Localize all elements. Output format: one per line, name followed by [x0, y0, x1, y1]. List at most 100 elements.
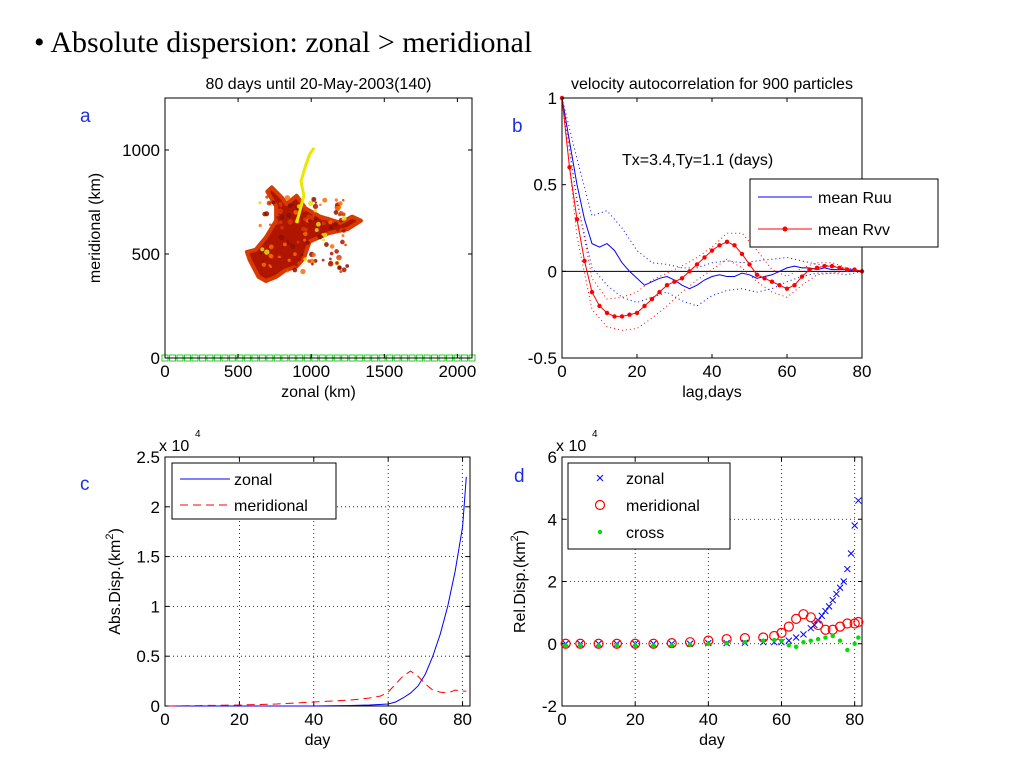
trajectory-point: [276, 221, 279, 225]
trajectory-point: [273, 264, 277, 268]
series-marker: [822, 263, 827, 269]
series-line: [168, 476, 467, 707]
series-marker: [634, 310, 640, 316]
legend-marker-rvv: [782, 226, 788, 232]
series-marker: [793, 644, 799, 650]
y-tick-label: 1: [548, 89, 557, 108]
trajectory-point: [286, 270, 289, 273]
trajectory-point: [275, 267, 280, 272]
series-marker: [847, 550, 855, 557]
panel-letter: d: [514, 466, 525, 487]
series-line: [561, 97, 862, 290]
legend: mean Ruu mean Rvv: [749, 178, 939, 248]
trajectory-point: [333, 221, 338, 227]
legend-label: mean Rvv: [818, 222, 890, 239]
legend-marker: [596, 474, 604, 482]
series-marker: [812, 619, 824, 631]
series-marker-stroke: [818, 612, 826, 620]
y-axis-label-main: meridional (km): [87, 173, 104, 283]
series-marker: [679, 276, 685, 281]
trajectory-point: [329, 257, 332, 261]
trajectory-point: [287, 219, 293, 225]
series-marker: [792, 634, 800, 641]
y-tick-label: 0: [548, 262, 557, 281]
trajectory-point: [340, 239, 345, 245]
series-marker: [575, 638, 586, 649]
series-marker: [785, 637, 793, 644]
series-marker: [687, 269, 692, 274]
series-marker-stroke: [792, 634, 800, 641]
series-marker: [837, 638, 843, 643]
legend: zonal meridional cross: [567, 462, 731, 550]
series-marker: [783, 621, 794, 632]
legend-marker: [597, 529, 603, 535]
series-marker: [651, 643, 656, 648]
panel-a-plot-area: [244, 147, 363, 283]
trajectory-point: [279, 214, 285, 220]
series-marker: [814, 265, 820, 271]
x-tick-label: 80: [453, 710, 472, 729]
chart-title: 80 days until 20-May-2003(140): [206, 76, 432, 93]
trajectory-point: [294, 246, 301, 253]
trajectory-point: [280, 225, 284, 230]
series-marker: [619, 314, 625, 319]
axis-scale-factor: x 10: [556, 438, 586, 455]
trajectory-point: [287, 258, 291, 262]
series-marker: [844, 565, 851, 573]
series-marker: [807, 267, 812, 272]
trajectory-point: [328, 224, 334, 230]
slide-title-text: Absolute dispersion: zonal > meridional: [50, 26, 533, 59]
series-line: [561, 97, 862, 331]
trajectory-point: [334, 249, 339, 254]
trajectory-point: [286, 212, 292, 218]
series-marker: [762, 276, 767, 281]
series-marker: [669, 643, 674, 648]
legend-box: [749, 178, 939, 248]
series-marker: [836, 584, 844, 592]
series-marker: [830, 633, 835, 639]
series-marker: [687, 642, 693, 647]
trajectory-point: [321, 221, 326, 226]
trajectory-point: [277, 208, 283, 214]
plot-frame: [164, 97, 473, 359]
series-marker-stroke: [829, 596, 837, 604]
series-line: [561, 97, 863, 272]
y-axis-label-main: Abs.Disp.(km: [107, 540, 124, 635]
chart-title: velocity autocorrelation for 900 particl…: [571, 76, 853, 93]
series-marker-stroke: [785, 637, 793, 644]
y-tick-label: -0.5: [528, 349, 557, 368]
series-marker: [840, 578, 848, 585]
series-marker: [786, 643, 792, 648]
series-marker: [604, 310, 610, 316]
y-axis-label-close: ): [107, 528, 124, 533]
trajectory-point: [341, 234, 345, 238]
trajectory-point: [338, 205, 342, 209]
trajectory-point: [315, 221, 321, 227]
legend: zonal meridional: [171, 462, 337, 520]
series-marker: [632, 643, 638, 648]
trajectory-point: [283, 242, 287, 247]
panel-a: 0 500 1000 1500 2000 0 500 1000 zonal (km) 80 day…: [80, 76, 476, 401]
trajectory-point: [278, 220, 283, 225]
trajectory-point: [266, 200, 272, 206]
x-tick-label: 0: [557, 362, 566, 381]
legend-label: cross: [626, 525, 664, 542]
trajectory-point: [261, 260, 265, 263]
trajectory-point: [321, 233, 324, 236]
series-marker: [761, 638, 766, 643]
trajectory-point: [309, 258, 315, 265]
trajectory-point: [307, 219, 312, 223]
trajectory-point: [339, 270, 343, 273]
y-axis-label: Abs.Disp.(km2): [104, 528, 124, 635]
trajectory-point: [303, 257, 308, 262]
trajectory-point: [268, 253, 273, 259]
series-marker: [854, 497, 862, 504]
trajectory-point: [329, 244, 335, 249]
trajectory-point: [260, 247, 265, 252]
legend-box: [171, 462, 337, 520]
series-marker: [851, 522, 859, 529]
series-line: [168, 670, 467, 707]
x-tick-label: 0: [160, 362, 169, 381]
trajectory-point: [338, 201, 343, 206]
